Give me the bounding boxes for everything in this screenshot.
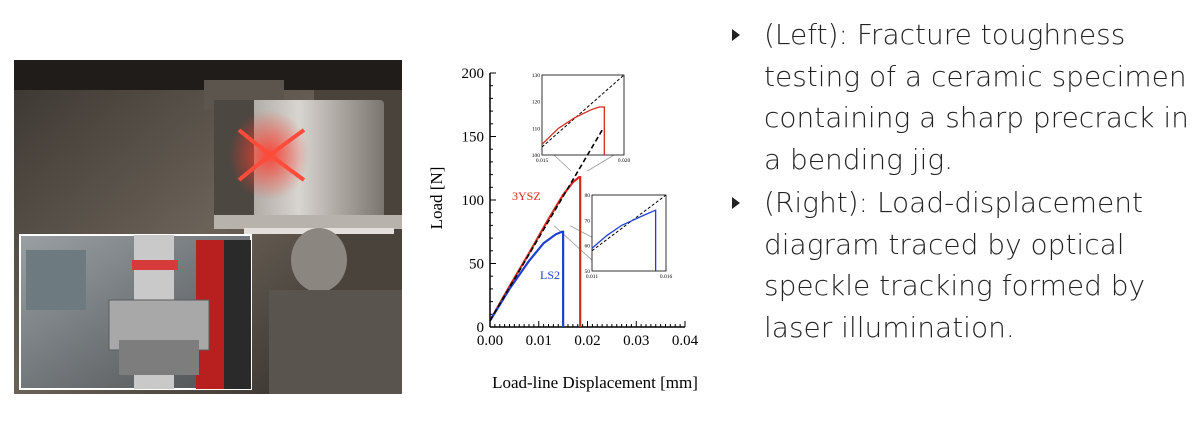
x-tick-label: 0.00: [477, 333, 503, 349]
inset-fit-line: [541, 74, 625, 148]
y-tick-label: 150: [462, 130, 485, 146]
inset-x-tick-label: 0.015: [536, 158, 549, 164]
bullet-right-description: (Right): Load-displacement diagram trace…: [732, 182, 1192, 348]
load-displacement-chart: 0.00 0.01 0.02 0.03 0.04 0 50 100 150 200 100 110 1…: [427, 66, 699, 392]
inset-y-tick-label: 60: [585, 244, 591, 250]
x-axis-label: Load-line Displacement [mm]: [492, 373, 698, 392]
fit-line-dashed: [489, 129, 603, 322]
x-tick-label: 0.03: [623, 333, 649, 349]
y-axis-label: Load [N]: [427, 167, 446, 230]
machine-inset-photo: [19, 234, 252, 390]
inset-y-tick-label: 50: [585, 269, 591, 275]
inset-connector: [587, 154, 615, 172]
x-tick-label: 0.02: [574, 333, 600, 349]
x-tick-label: 0.04: [672, 333, 699, 349]
bending-jig-photo: [14, 60, 402, 394]
y-tick-label: 100: [462, 193, 485, 209]
inset-frame: [591, 194, 667, 272]
inset-x-tick-label: 0.016: [660, 274, 673, 280]
y-tick-label: 0: [477, 320, 485, 336]
bullet-marker-icon: [732, 14, 744, 55]
inset-y-tick-label: 130: [532, 73, 541, 79]
bullet-text: (Left): Fracture toughness testing of a …: [764, 18, 1189, 176]
inset-y-tick-label: 120: [532, 100, 541, 106]
series-label-3ysz: 3YSZ: [512, 189, 541, 203]
y-tick-label: 50: [469, 257, 484, 273]
bullet-marker-icon: [732, 182, 744, 223]
bullet-left-description: (Left): Fracture toughness testing of a …: [732, 14, 1192, 180]
bullet-text: (Right): Load-displacement diagram trace…: [764, 186, 1146, 344]
inset-y-tick-label: 110: [532, 126, 540, 132]
inset-x-tick-label: 0.020: [618, 158, 631, 164]
inset-curve: [591, 209, 657, 271]
inset-fit-line: [591, 194, 667, 252]
inset-curve: [541, 106, 605, 155]
y-tick-label: 200: [462, 66, 485, 82]
series-line-ls2: [489, 230, 565, 327]
inset-frame: [541, 74, 625, 156]
inset-connector: [553, 154, 572, 172]
series-label-ls2: LS2: [540, 268, 560, 282]
inset-y-tick-label: 80: [585, 193, 591, 199]
inset-y-tick-label: 100: [532, 153, 541, 159]
inset-x-tick-label: 0.011: [586, 274, 598, 280]
inset-y-tick-label: 70: [585, 218, 591, 224]
x-tick-label: 0.01: [526, 333, 552, 349]
bullet-list: (Left): Fracture toughness testing of a …: [732, 14, 1192, 350]
